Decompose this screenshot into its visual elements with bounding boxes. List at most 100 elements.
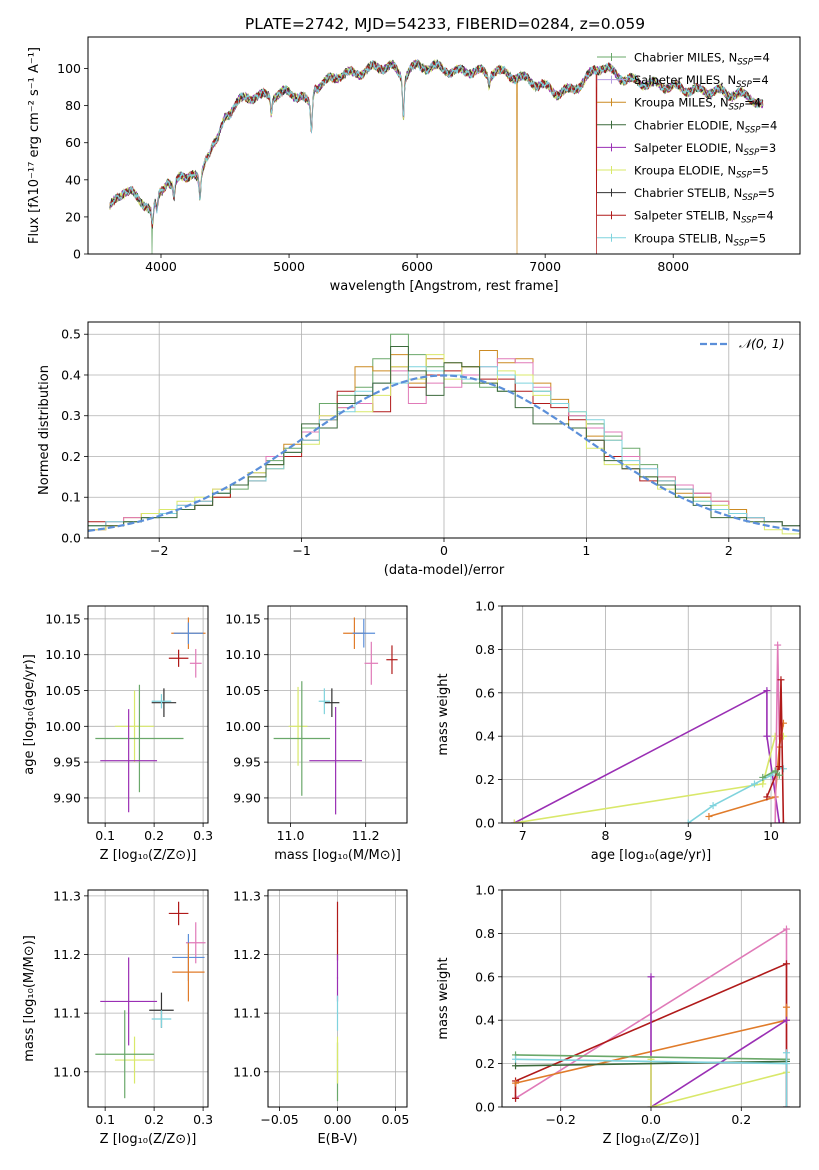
y-tick-label: 10.15 [45, 611, 81, 626]
y-tick-label: 10.00 [225, 719, 261, 734]
x-axis-label: Z [log₁₀(Z/Z⊙)] [603, 1132, 700, 1147]
x-tick-label: −0.2 [546, 1112, 576, 1127]
y-tick-label: 0.6 [475, 685, 495, 700]
weight-line [650, 1059, 787, 1107]
weight-line [650, 976, 787, 1107]
panel-weight-vs-Z: −0.2 0.0 0.2 0.0 0.2 0.4 0.6 0.8 1.0 Z [log₁₀(Z/Z… [436, 883, 801, 1147]
x-tick-label: 11.0 [277, 828, 305, 843]
y-tick-label: 11.1 [233, 1006, 261, 1021]
y-tick-label: 0.2 [61, 449, 81, 464]
y-tick-label: 0.8 [475, 926, 495, 941]
y-axis-label: mass [log₁₀(M/M⊙)] [22, 935, 37, 1062]
x-tick-label: 8 [601, 828, 609, 843]
axes-frame [87, 605, 209, 824]
x-tick-label: 0.2 [731, 1112, 751, 1127]
y-tick-label: 20 [65, 209, 81, 224]
legend-entry: Kroupa ELODIE, NSSP=5 [634, 164, 769, 181]
x-tick-label: 0.3 [193, 828, 213, 843]
y-tick-label: 9.90 [53, 790, 81, 805]
panel-residuals: −2 −1 0 1 2 0.0 0.1 0.2 0.3 0.4 0.5 (data-model)/er… [37, 321, 801, 578]
x-tick-label: −2 [150, 543, 168, 558]
y-tick-label: 9.90 [233, 790, 261, 805]
y-tick-label: 0.8 [475, 642, 495, 657]
y-tick-label: 0.6 [475, 969, 495, 984]
x-tick-label: 4000 [145, 259, 177, 274]
plot-area [95, 617, 206, 813]
axes-frame [87, 889, 209, 1108]
legend-entry: Salpeter ELODIE, NSSP=3 [634, 141, 776, 158]
y-tick-label: 11.2 [53, 947, 81, 962]
legend-entry: Salpeter MILES, NSSP=4 [634, 73, 769, 90]
axes-frame [501, 889, 801, 1108]
plot-area [510, 641, 787, 823]
panels: 4000 5000 6000 7000 8000020406080100waveleng… [22, 36, 801, 1147]
y-tick-label: 0.0 [61, 531, 81, 546]
y-tick-label: 11.0 [233, 1064, 261, 1079]
x-axis-label: wavelength [Angstrom, rest frame] [330, 279, 559, 294]
x-tick-label: 0.05 [381, 1112, 409, 1127]
y-axis-label: Normed distribution [37, 365, 52, 495]
y-tick-label: 1.0 [475, 883, 495, 898]
plot-area [273, 617, 398, 815]
axes-frame [87, 321, 801, 539]
x-tick-label: 10 [763, 828, 779, 843]
x-tick-label: 0.0 [641, 1112, 661, 1127]
plot-area [109, 59, 764, 254]
x-tick-label: 0.2 [144, 828, 164, 843]
y-tick-label: 0.0 [475, 816, 495, 831]
spectrum-line [109, 60, 764, 254]
y-tick-label: 10.05 [45, 683, 81, 698]
weight-line [774, 645, 781, 823]
legend-entry: Kroupa MILES, NSSP=4 [634, 96, 761, 113]
x-axis-label: (data-model)/error [384, 563, 505, 578]
x-tick-label: 0.1 [95, 1112, 115, 1127]
legend-entry: Salpeter STELIB, NSSP=4 [634, 209, 774, 226]
y-tick-label: 60 [65, 135, 81, 150]
y-tick-label: 11.2 [233, 947, 261, 962]
panel-mass-vs-Z: 0.1 0.2 0.3 11.0 11.1 11.2 11.3 Z [log₁₀(Z/Z⊙)]… [22, 888, 213, 1147]
x-tick-label: 11.2 [352, 828, 380, 843]
x-tick-label: 0 [440, 543, 448, 558]
y-tick-label: 10.10 [225, 647, 261, 662]
figure-title: PLATE=2742, MJD=54233, FIBERID=0284, z=0… [245, 15, 645, 33]
y-tick-label: 11.0 [53, 1064, 81, 1079]
weight-line [515, 1054, 787, 1061]
legend-entry: Kroupa STELIB, NSSP=5 [634, 231, 766, 248]
y-tick-label: 0.4 [61, 367, 81, 382]
legend: Chabrier MILES, NSSP=4 Salpeter MILES, NS… [597, 51, 777, 248]
x-axis-label: Z [log₁₀(Z/Z⊙)] [100, 848, 197, 863]
y-tick-label: 10.00 [45, 719, 81, 734]
y-tick-label: 10.10 [45, 647, 81, 662]
legend-entry: Chabrier STELIB, NSSP=5 [634, 186, 775, 203]
x-tick-label: 0.3 [193, 1112, 213, 1127]
y-tick-label: 0.0 [475, 1100, 495, 1115]
y-tick-label: 11.1 [53, 1006, 81, 1021]
y-tick-label: 0.4 [475, 729, 495, 744]
y-tick-label: 9.95 [53, 755, 81, 770]
x-tick-label: 0.2 [144, 1112, 164, 1127]
panel-age-vs-Z: 0.1 0.2 0.3 9.90 9.95 10.00 10.05 10.10 10.15 Z [… [22, 605, 213, 863]
axes-frame [267, 605, 408, 824]
x-axis-label: mass [log₁₀(M/M⊙)] [274, 848, 401, 863]
y-tick-label: 80 [65, 98, 81, 113]
y-tick-label: 11.3 [53, 888, 81, 903]
y-tick-label: 0 [73, 247, 81, 262]
axes-frame [267, 889, 408, 1108]
x-tick-label: 5000 [273, 259, 305, 274]
y-tick-label: 0.1 [61, 490, 81, 505]
y-axis-label: mass weight [436, 673, 451, 755]
y-tick-label: 10.15 [225, 611, 261, 626]
x-tick-label: 9 [684, 828, 692, 843]
x-tick-label: 8000 [657, 259, 689, 274]
x-axis-label: age [log₁₀(age/yr)] [591, 848, 712, 863]
axes-frame [501, 605, 801, 824]
y-tick-label: 11.3 [233, 888, 261, 903]
x-tick-label: 2 [725, 543, 733, 558]
weight-line [766, 679, 785, 823]
panel-weight-vs-age: 7 8 9 10 0.0 0.2 0.4 0.6 0.8 1.0 age [log₁₀(age/yr… [436, 599, 801, 863]
y-tick-label: 0.2 [475, 1056, 495, 1071]
histogram [88, 346, 800, 538]
x-axis-label: E(B-V) [317, 1132, 357, 1147]
x-tick-label: −0.05 [260, 1112, 298, 1127]
